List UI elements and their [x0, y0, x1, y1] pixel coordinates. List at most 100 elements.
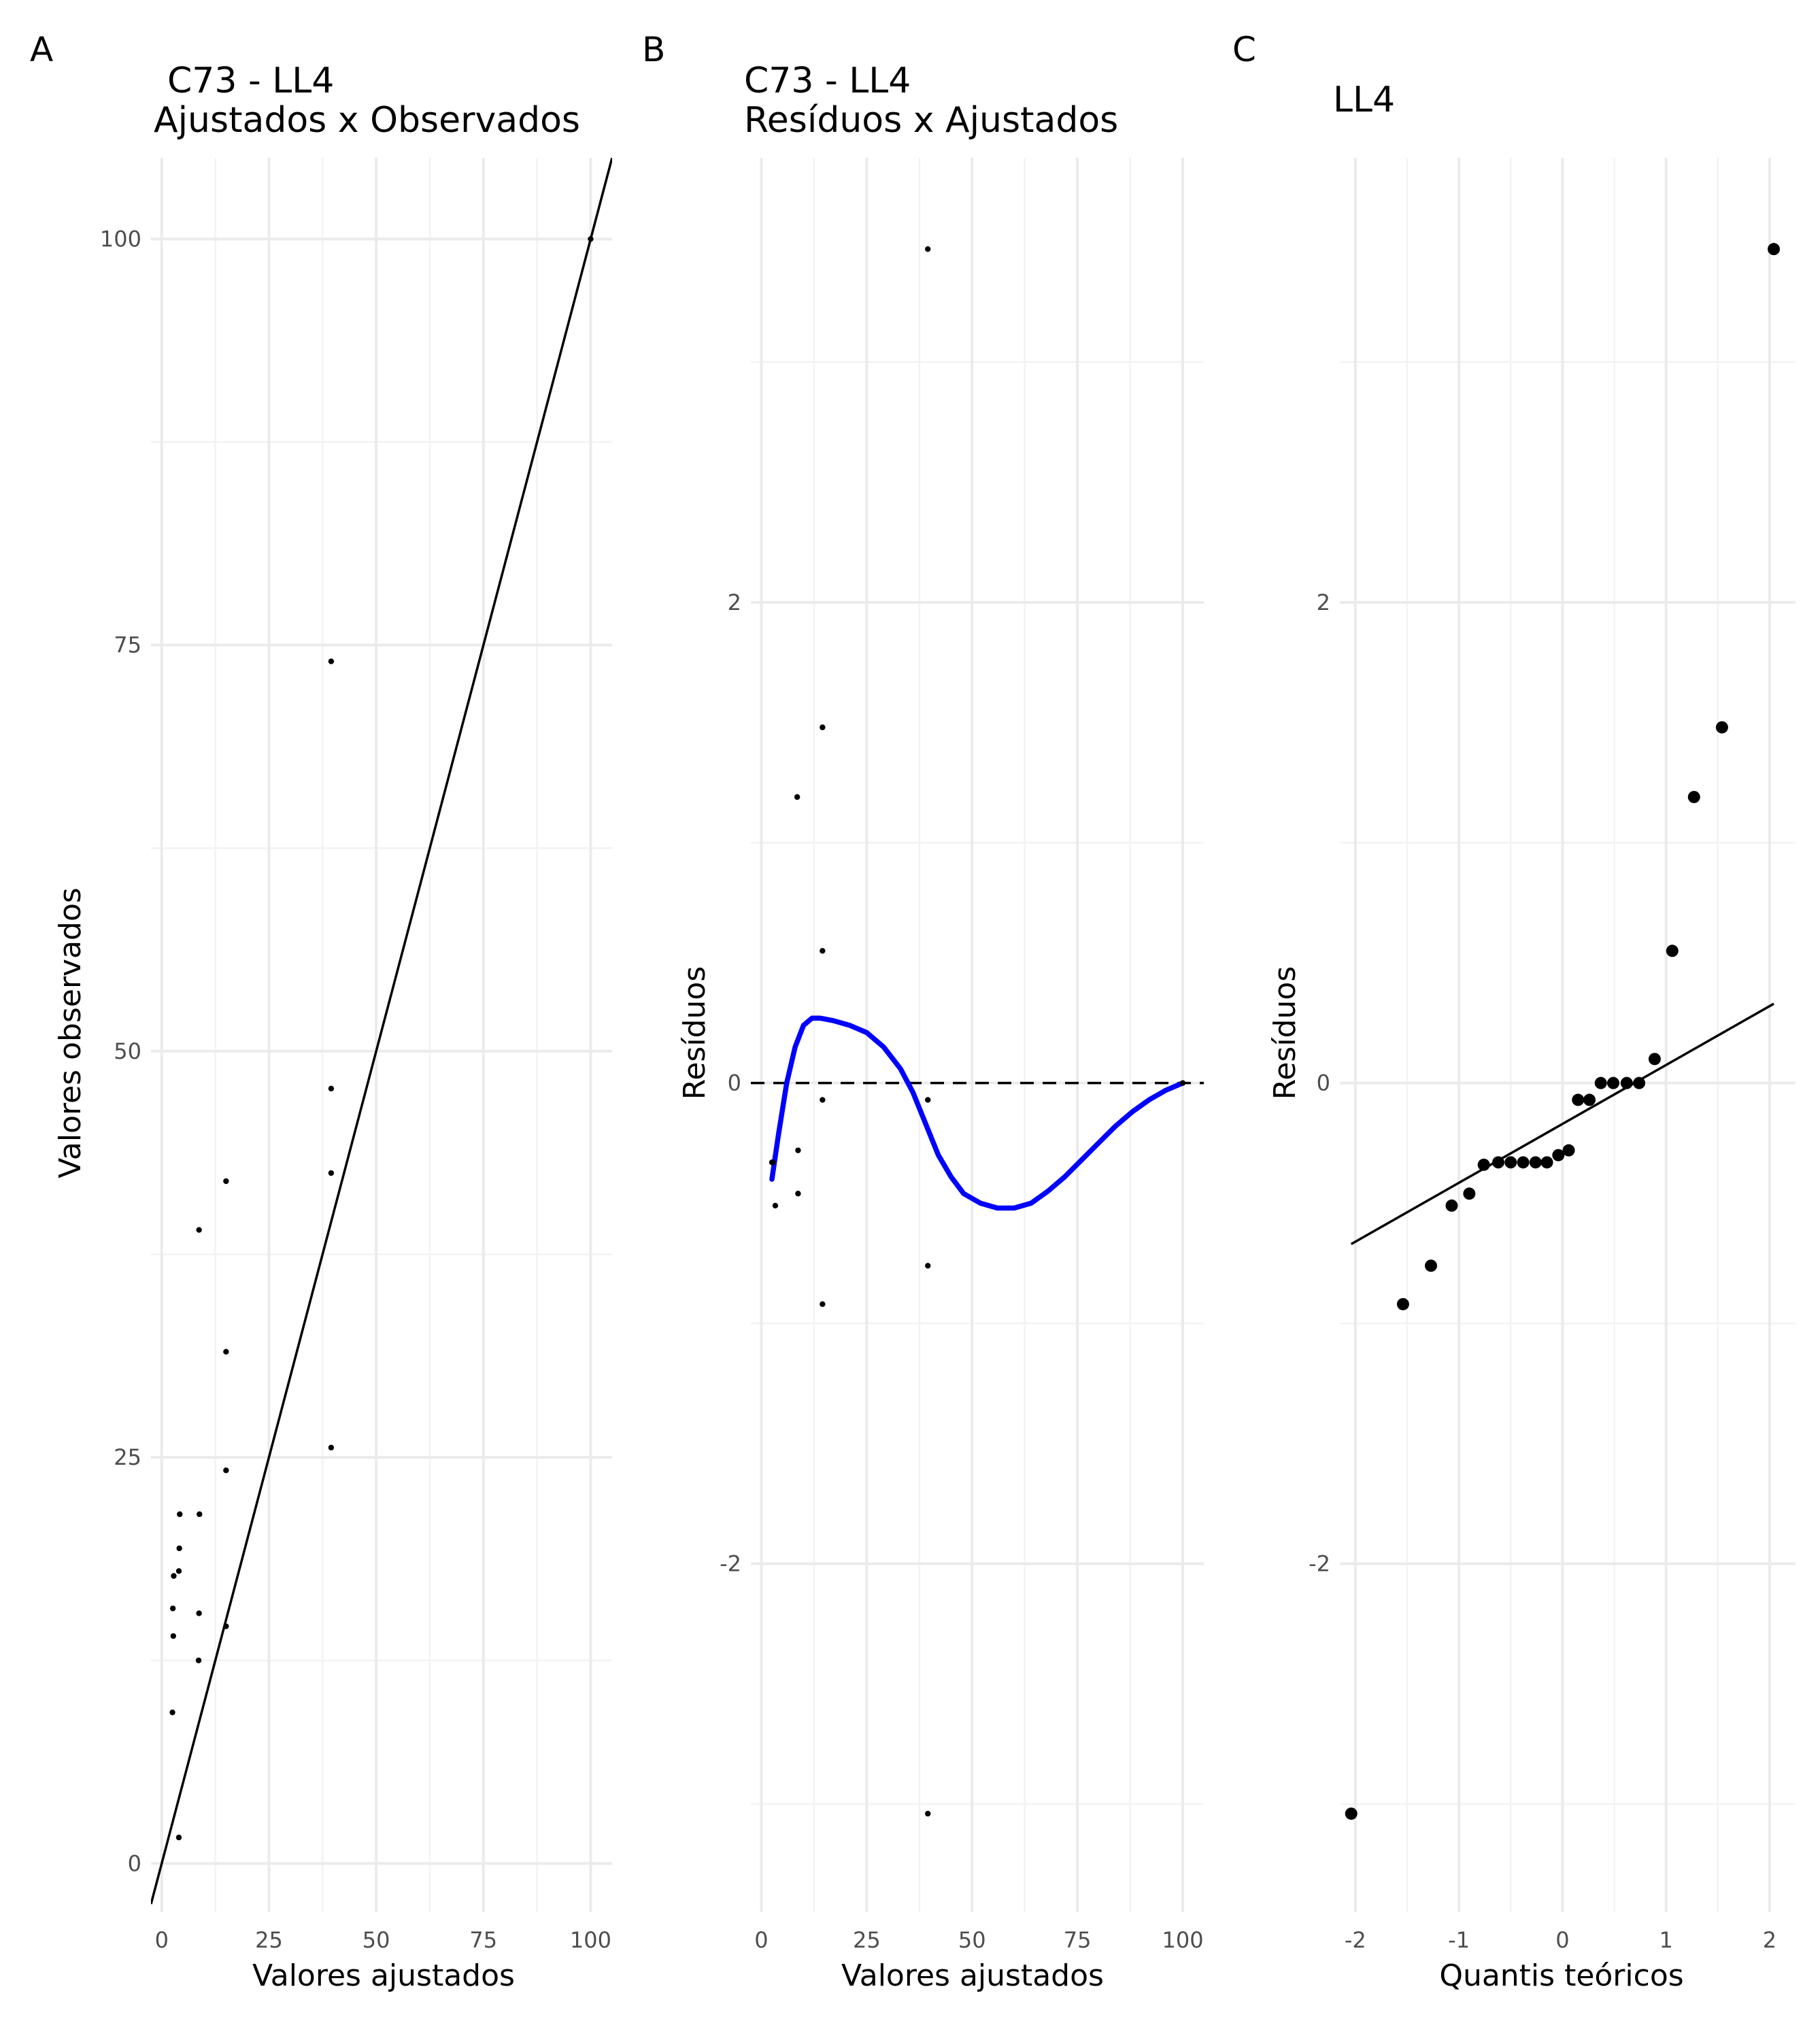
- data-point: [820, 724, 826, 730]
- data-point: [1633, 1076, 1646, 1089]
- y-tick-label: 0: [728, 1070, 741, 1096]
- data-point: [770, 1159, 776, 1166]
- x-tick-label: -2: [1345, 1927, 1366, 1953]
- x-tick-label: 50: [363, 1927, 390, 1953]
- data-point: [795, 1191, 801, 1197]
- data-point: [925, 1097, 931, 1103]
- data-point: [223, 1623, 229, 1629]
- panel-a-grid: [151, 158, 612, 1912]
- data-point: [328, 1444, 335, 1450]
- data-point: [1540, 1156, 1553, 1169]
- y-tick-label: 75: [114, 632, 141, 658]
- x-tick-label: 100: [1162, 1927, 1203, 1953]
- data-point: [177, 1511, 183, 1517]
- data-point: [1504, 1156, 1517, 1169]
- panel-c: LL4 -2 -1 0 1 2 -2 0 2 Quantis teóricos Resíduo…: [1268, 80, 1796, 1993]
- data-point: [1583, 1093, 1596, 1106]
- panel-b-y-axis-title: Resíduos: [677, 966, 712, 1100]
- data-point: [1463, 1187, 1476, 1200]
- y-tick-label: 0: [1317, 1070, 1330, 1096]
- y-tick-label: 100: [100, 226, 141, 252]
- panel-b-x-axis-title: Valores ajustados: [841, 1958, 1104, 1993]
- x-tick-label: 1: [1659, 1927, 1672, 1953]
- data-point: [170, 1633, 176, 1640]
- data-point: [196, 1227, 202, 1233]
- data-point: [1425, 1259, 1437, 1272]
- x-tick-label: 75: [469, 1927, 497, 1953]
- data-point: [1562, 1144, 1575, 1157]
- panel-a-data: [151, 158, 612, 1905]
- data-point: [223, 1178, 229, 1185]
- x-tick-label: 2: [1763, 1927, 1776, 1953]
- panel-a-title-line-1: C73 - LL4: [167, 61, 334, 101]
- data-point: [169, 1709, 175, 1716]
- panel-b-title-line-2: Resíduos x Ajustados: [744, 100, 1118, 141]
- data-point: [223, 1348, 229, 1355]
- data-point: [195, 1657, 202, 1663]
- panel-letter-c: C: [1232, 30, 1256, 69]
- panel-letter-a: A: [30, 30, 53, 69]
- identity-reference-line: [151, 158, 612, 1905]
- data-point: [1768, 243, 1781, 256]
- qq-reference-line: [1350, 1002, 1774, 1246]
- data-point: [1529, 1156, 1542, 1169]
- panel-b-title-line-1: C73 - LL4: [744, 61, 911, 101]
- y-tick-label: 2: [728, 590, 741, 615]
- data-point: [1345, 1807, 1358, 1820]
- x-tick-label: 0: [1555, 1927, 1569, 1953]
- data-point: [328, 658, 335, 664]
- data-point: [169, 1606, 176, 1612]
- panel-c-title: LL4: [1333, 80, 1395, 120]
- data-point: [176, 1545, 182, 1552]
- data-point: [1607, 1076, 1619, 1089]
- x-tick-label: 100: [570, 1927, 611, 1953]
- data-point: [925, 246, 931, 252]
- data-point: [1492, 1156, 1504, 1169]
- data-point: [925, 1810, 931, 1817]
- y-tick-label: 0: [128, 1850, 141, 1876]
- y-tick-label: -2: [720, 1551, 741, 1577]
- data-point: [820, 1097, 826, 1103]
- data-point: [223, 1467, 229, 1474]
- panel-c-data: [1345, 243, 1781, 1820]
- x-tick-label: 50: [958, 1927, 986, 1953]
- panel-c-y-axis-title: Resíduos: [1268, 966, 1302, 1100]
- data-point: [820, 948, 826, 954]
- panel-c-ticks: -2 -1 0 1 2 -2 0 2: [1309, 590, 1776, 1953]
- data-point: [1517, 1156, 1530, 1169]
- data-point: [175, 1568, 182, 1574]
- panel-a: C73 - LL4 Ajustados x Observados 0 25 50 75…: [53, 61, 612, 1993]
- data-point: [1620, 1076, 1633, 1089]
- y-tick-label: 2: [1317, 590, 1330, 615]
- data-point: [1715, 721, 1728, 734]
- panel-a-title-line-2: Ajustados x Observados: [154, 100, 580, 141]
- data-point: [328, 1170, 335, 1176]
- panel-c-grid: [1340, 158, 1796, 1912]
- panel-b: C73 - LL4 Resíduos x Ajustados 0 25 50 75 10…: [677, 61, 1204, 1993]
- x-tick-label: 0: [155, 1927, 169, 1953]
- y-tick-label: 50: [114, 1038, 141, 1064]
- data-point: [1648, 1053, 1661, 1066]
- data-point: [1572, 1093, 1585, 1106]
- data-point: [171, 1573, 177, 1579]
- data-point: [1687, 791, 1700, 804]
- y-tick-label: -2: [1309, 1551, 1330, 1577]
- panel-a-x-axis-title: Valores ajustados: [252, 1958, 515, 1993]
- panel-a-ticks: 0 25 50 75 100 0 25 50 75 100: [100, 226, 611, 1953]
- panel-b-data: [751, 246, 1204, 1817]
- data-point: [1445, 1199, 1458, 1212]
- data-point: [588, 236, 594, 242]
- data-point: [175, 1834, 182, 1841]
- data-point: [794, 794, 801, 800]
- data-point: [772, 1202, 779, 1209]
- x-tick-label: 25: [255, 1927, 283, 1953]
- panel-b-ticks: 0 25 50 75 100 -2 0 2: [720, 590, 1203, 1953]
- data-point: [1477, 1158, 1490, 1171]
- x-tick-label: 75: [1064, 1927, 1092, 1953]
- smooth-trend-line: [769, 1015, 1185, 1211]
- data-point: [1666, 945, 1679, 957]
- panel-letter-b: B: [642, 30, 665, 69]
- panel-c-x-axis-title: Quantis teóricos: [1439, 1958, 1683, 1993]
